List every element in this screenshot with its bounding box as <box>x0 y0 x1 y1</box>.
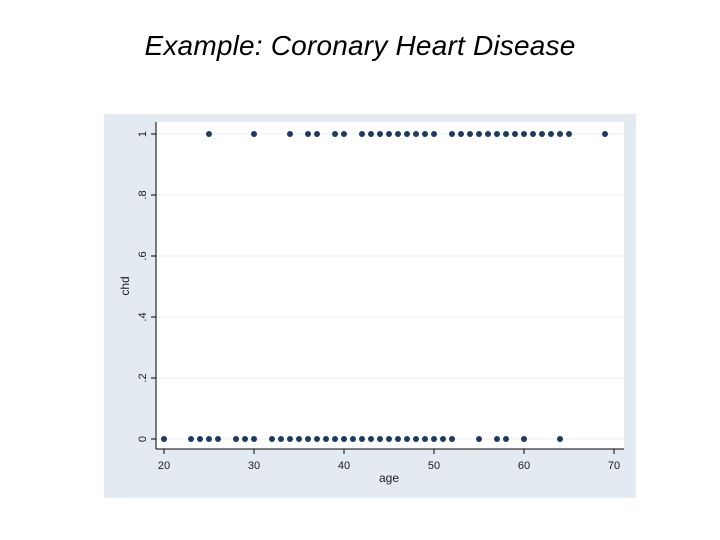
x-tick-label: 50 <box>428 460 440 472</box>
y-tick-label: .6 <box>137 251 149 260</box>
x-tick-label: 40 <box>338 460 350 472</box>
data-point <box>566 131 572 137</box>
data-point <box>251 436 257 442</box>
data-point <box>521 436 527 442</box>
data-point <box>494 436 500 442</box>
data-point <box>449 131 455 137</box>
data-point <box>314 436 320 442</box>
data-point <box>413 436 419 442</box>
y-axis-title: chd <box>118 276 132 295</box>
data-point <box>332 131 338 137</box>
data-point <box>413 131 419 137</box>
y-tick-label: 1 <box>137 131 149 137</box>
data-point <box>188 436 194 442</box>
data-point <box>395 436 401 442</box>
data-point <box>467 131 473 137</box>
data-point <box>386 436 392 442</box>
data-point <box>197 436 203 442</box>
y-tick-label: .2 <box>137 373 149 382</box>
data-point <box>476 436 482 442</box>
x-tick-label: 20 <box>158 460 170 472</box>
data-point <box>341 131 347 137</box>
data-point <box>548 131 554 137</box>
plot-area <box>156 122 624 449</box>
data-point <box>350 436 356 442</box>
y-tick-label: 0 <box>137 436 149 442</box>
x-axis-title: age <box>379 471 399 485</box>
data-point <box>305 131 311 137</box>
data-point <box>530 131 536 137</box>
data-point <box>521 131 527 137</box>
data-point <box>431 131 437 137</box>
data-point <box>269 436 275 442</box>
y-axis-ticks: 0 .2 .4 .6 .8 1 <box>137 131 156 442</box>
data-point <box>557 436 563 442</box>
x-tick-label: 30 <box>248 460 260 472</box>
data-point <box>296 436 302 442</box>
slide-title: Example: Coronary Heart Disease <box>144 30 576 61</box>
data-point <box>215 436 221 442</box>
data-point <box>323 436 329 442</box>
data-point <box>539 131 545 137</box>
data-point <box>278 436 284 442</box>
y-tick-label: .8 <box>137 190 149 199</box>
data-point <box>287 131 293 137</box>
data-point <box>161 436 167 442</box>
data-point <box>404 131 410 137</box>
data-point <box>476 131 482 137</box>
data-point <box>422 436 428 442</box>
data-point <box>377 436 383 442</box>
data-point <box>458 131 464 137</box>
data-point <box>206 436 212 442</box>
data-point <box>377 131 383 137</box>
data-point <box>359 131 365 137</box>
data-point <box>287 436 293 442</box>
data-point <box>440 436 446 442</box>
y-tick-label: .4 <box>137 312 149 321</box>
data-point <box>314 131 320 137</box>
data-point <box>494 131 500 137</box>
x-axis-ticks: 20 30 40 50 60 70 <box>158 449 620 472</box>
data-points <box>161 131 608 442</box>
data-point <box>503 131 509 137</box>
data-point <box>395 131 401 137</box>
data-point <box>449 436 455 442</box>
data-point <box>422 131 428 137</box>
data-point <box>206 131 212 137</box>
data-point <box>251 131 257 137</box>
data-point <box>485 131 491 137</box>
data-point <box>233 436 239 442</box>
data-point <box>341 436 347 442</box>
data-point <box>332 436 338 442</box>
data-point <box>512 131 518 137</box>
data-point <box>431 436 437 442</box>
data-point <box>503 436 509 442</box>
data-point <box>404 436 410 442</box>
x-tick-label: 70 <box>608 460 620 472</box>
data-point <box>368 436 374 442</box>
data-point <box>602 131 608 137</box>
data-point <box>557 131 563 137</box>
data-point <box>242 436 248 442</box>
data-point <box>368 131 374 137</box>
data-point <box>305 436 311 442</box>
data-point <box>359 436 365 442</box>
x-tick-label: 60 <box>518 460 530 472</box>
data-point <box>386 131 392 137</box>
